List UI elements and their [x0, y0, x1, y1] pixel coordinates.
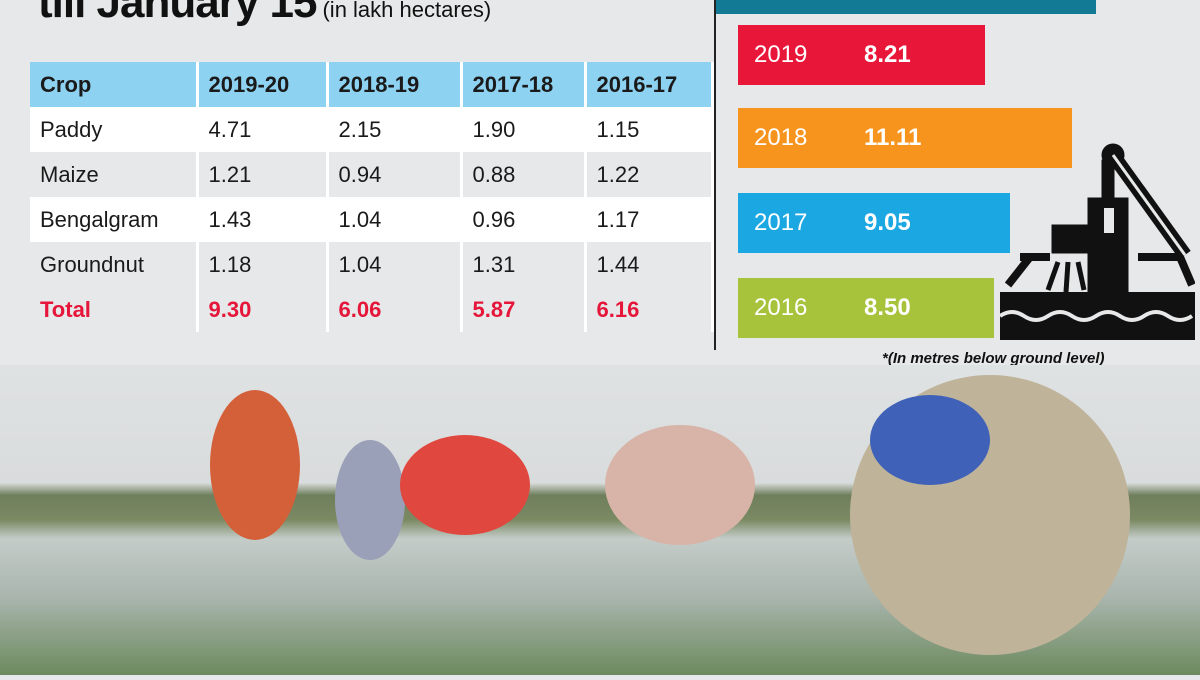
bar-value-label: 9.05	[864, 209, 911, 236]
hand-pump-icon	[998, 143, 1195, 340]
chart-title: till January 15 (in lakh hectares)	[38, 0, 491, 28]
water-level-bar: 2019 8.21	[738, 25, 986, 85]
value-cell: 1.43	[197, 197, 329, 242]
title-text: till January 15	[38, 0, 317, 27]
column-header: 2017-18	[461, 62, 587, 107]
photo-figures	[210, 375, 1130, 655]
value-cell: 4.71	[197, 107, 329, 152]
value-cell: 1.21	[197, 152, 329, 197]
column-header: 2018-19	[327, 62, 463, 107]
table-row: Paddy 4.71 2.15 1.90 1.15	[30, 107, 714, 152]
bar-year-label: 2019	[754, 41, 808, 68]
bar-value-label: 8.50	[864, 294, 911, 321]
total-row: Total 9.30 6.06 5.87 6.16	[30, 287, 714, 332]
table-header-row: Crop 2019-20 2018-19 2017-18 2016-17	[30, 62, 714, 107]
bar-value-label: 8.21	[864, 41, 911, 68]
water-level-bar: 2018 11.11	[738, 108, 1073, 168]
value-cell: 0.94	[327, 152, 463, 197]
water-level-header	[716, 0, 1096, 14]
crop-name-cell: Paddy	[30, 107, 199, 152]
value-cell: 1.22	[585, 152, 714, 197]
value-cell: 0.96	[461, 197, 587, 242]
water-level-bar: 2017 9.05	[738, 193, 1011, 253]
crop-area-table: Crop 2019-20 2018-19 2017-18 2016-17 Paddy 4.…	[30, 62, 714, 332]
value-cell: 0.88	[461, 152, 587, 197]
bar-year-label: 2016	[754, 294, 808, 321]
table-row: Maize 1.21 0.94 0.88 1.22	[30, 152, 714, 197]
bar-value-label: 11.11	[864, 124, 922, 151]
column-header: 2016-17	[585, 62, 714, 107]
value-cell: 1.44	[585, 242, 714, 287]
value-cell: 2.15	[327, 107, 463, 152]
crop-name-cell: Total	[30, 287, 199, 332]
value-cell: 5.87	[461, 287, 587, 332]
value-cell: 6.16	[585, 287, 714, 332]
water-level-note: *(In metres below ground level)	[882, 350, 1105, 367]
crop-name-cell: Bengalgram	[30, 197, 199, 242]
value-cell: 9.30	[197, 287, 329, 332]
value-cell: 1.15	[585, 107, 714, 152]
value-cell: 1.31	[461, 242, 587, 287]
farmers-transplanting-paddy-photo	[0, 365, 1200, 675]
column-header: Crop	[30, 62, 199, 107]
divider	[714, 0, 716, 350]
bar-year-label: 2018	[754, 124, 808, 151]
value-cell: 1.04	[327, 242, 463, 287]
value-cell: 1.90	[461, 107, 587, 152]
value-cell: 1.17	[585, 197, 714, 242]
title-unit: (in lakh hectares)	[322, 0, 492, 22]
value-cell: 1.18	[197, 242, 329, 287]
column-header: 2019-20	[197, 62, 329, 107]
crop-name-cell: Groundnut	[30, 242, 199, 287]
table-row: Groundnut 1.18 1.04 1.31 1.44	[30, 242, 714, 287]
water-level-bar: 2016 8.50	[738, 278, 994, 338]
crop-name-cell: Maize	[30, 152, 199, 197]
table-row: Bengalgram 1.43 1.04 0.96 1.17	[30, 197, 714, 242]
value-cell: 6.06	[327, 287, 463, 332]
value-cell: 1.04	[327, 197, 463, 242]
bar-year-label: 2017	[754, 209, 808, 236]
